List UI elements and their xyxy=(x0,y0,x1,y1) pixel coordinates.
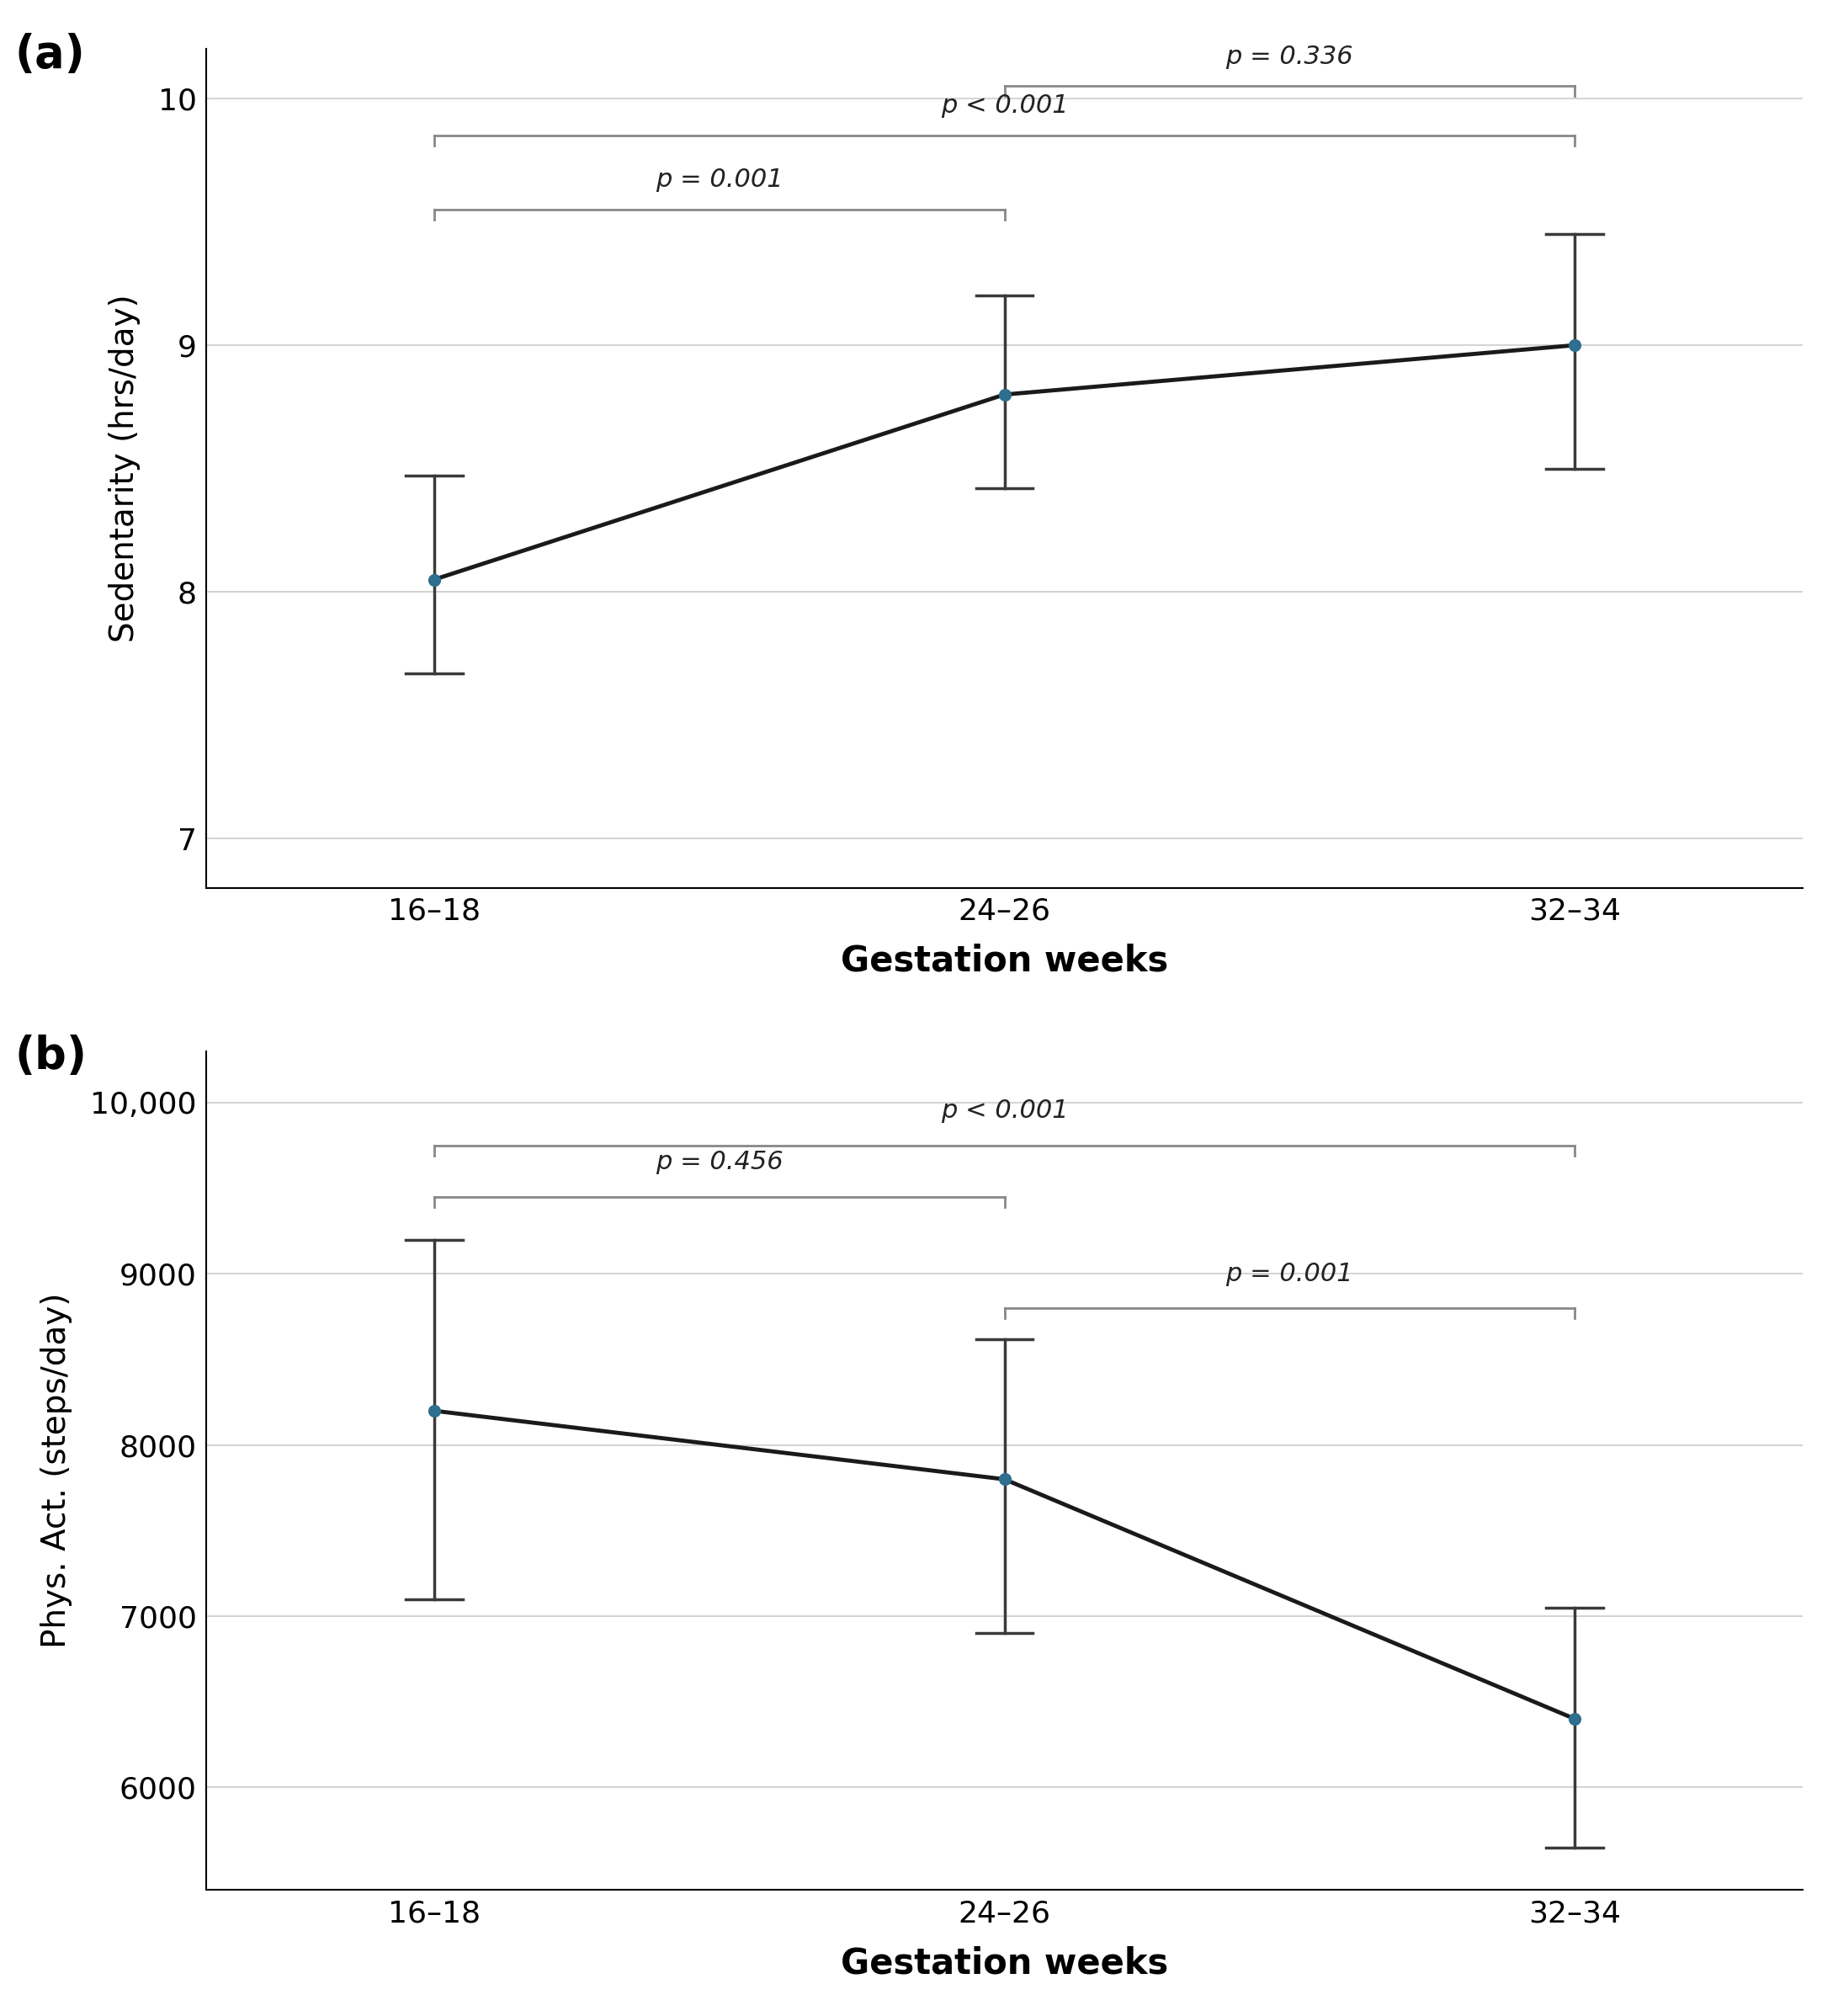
Point xyxy=(989,1464,1018,1496)
Text: (b): (b) xyxy=(15,1034,86,1079)
Text: p = 0.456: p = 0.456 xyxy=(656,1151,783,1175)
Text: (a): (a) xyxy=(15,32,85,77)
Point xyxy=(419,1395,448,1427)
Point xyxy=(419,562,448,595)
Text: p < 0.001: p < 0.001 xyxy=(941,95,1068,119)
X-axis label: Gestation weeks: Gestation weeks xyxy=(840,943,1169,980)
Point xyxy=(989,379,1018,411)
X-axis label: Gestation weeks: Gestation weeks xyxy=(840,1945,1169,1982)
Y-axis label: Phys. Act. (steps/day): Phys. Act. (steps/day) xyxy=(40,1292,74,1649)
Text: p = 0.001: p = 0.001 xyxy=(1226,1262,1353,1286)
Text: p = 0.336: p = 0.336 xyxy=(1226,44,1353,69)
Y-axis label: Sedentarity (hrs/day): Sedentarity (hrs/day) xyxy=(108,294,140,643)
Text: p = 0.001: p = 0.001 xyxy=(656,167,783,192)
Point xyxy=(1560,329,1590,361)
Text: p < 0.001: p < 0.001 xyxy=(941,1099,1068,1123)
Point xyxy=(1560,1704,1590,1736)
